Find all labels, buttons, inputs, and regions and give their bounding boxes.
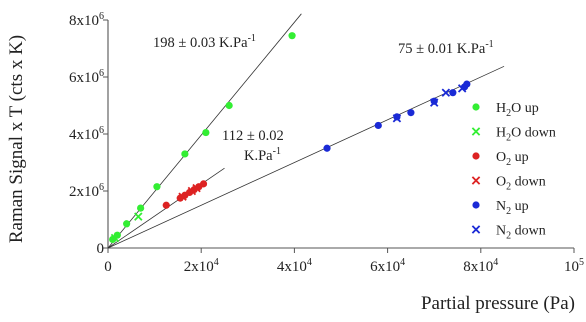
data-point — [441, 88, 451, 97]
data-point — [202, 128, 210, 137]
legend-label: H2O up — [496, 101, 539, 119]
legend-label: O2 down — [496, 175, 546, 193]
data-point — [457, 84, 467, 93]
data-point — [472, 201, 480, 209]
x-tick-label: 105 — [564, 257, 584, 275]
legend-label: O2 up — [496, 150, 529, 168]
axes: 0 2x104 4x104 6x104 8x104 105 0 2x106 4x106 6x106… — [69, 11, 584, 275]
x-tick-label: 6x104 — [370, 257, 405, 275]
data-point — [392, 114, 402, 123]
legend-label: N2 down — [496, 224, 546, 242]
data-point — [472, 103, 480, 111]
data-point — [471, 225, 481, 234]
data-point — [178, 192, 187, 201]
data-point — [471, 176, 481, 185]
data-point — [181, 150, 189, 158]
data-point — [449, 89, 457, 97]
legend-item: N2 down — [471, 224, 546, 242]
data-point — [288, 32, 296, 40]
data-point — [153, 183, 161, 191]
data-point — [162, 201, 170, 209]
data-point — [393, 113, 401, 121]
slope-annotation: K.Pa-1 — [244, 146, 281, 164]
legend: H2O up H2O down O2 up O2 down N2 up N2 down — [471, 101, 556, 242]
legend-item: N2 up — [472, 199, 529, 217]
fit-line — [107, 65, 505, 249]
y-tick-label: 6x106 — [69, 68, 104, 86]
x-axis-title: Partial pressure (Pa) — [421, 293, 575, 314]
y-tick-label: 0 — [97, 241, 105, 257]
data-point — [187, 186, 197, 196]
legend-label: H2O down — [496, 126, 556, 144]
y-tick-label: 2x106 — [69, 182, 104, 200]
data-point — [407, 109, 415, 117]
legend-item: H2O up — [472, 101, 539, 119]
data-point — [225, 101, 233, 110]
data-point — [192, 183, 201, 193]
data-point — [137, 204, 145, 212]
x-tick-label: 0 — [104, 259, 112, 275]
legend-label: N2 up — [496, 199, 529, 217]
slope-annotation: 198 ± 0.03 K.Pa-1 — [153, 33, 256, 51]
data-point — [110, 233, 120, 243]
data-point — [471, 127, 481, 136]
data-point — [199, 180, 208, 188]
legend-item: O2 up — [472, 150, 529, 168]
y-tick-label: 4x106 — [69, 125, 104, 143]
slope-annotation: 112 ± 0.02 — [222, 128, 284, 144]
data-points — [109, 32, 471, 244]
data-point — [472, 152, 480, 160]
data-point — [123, 220, 131, 228]
data-point — [374, 121, 382, 130]
data-point — [429, 98, 439, 107]
x-tick-label: 2x104 — [184, 257, 219, 275]
data-point — [134, 212, 143, 221]
data-point — [323, 144, 331, 152]
y-tick-label: 8x106 — [69, 11, 104, 29]
legend-item: H2O down — [471, 126, 556, 144]
data-point — [430, 97, 438, 105]
legend-item: O2 down — [471, 175, 546, 193]
x-tick-label: 4x104 — [277, 257, 312, 275]
y-axis-title: Raman Signal x T (cts x K) — [6, 35, 27, 243]
slope-annotation: 75 ± 0.01 K.Pa-1 — [398, 39, 494, 57]
x-tick-label: 8x104 — [463, 257, 498, 275]
slope-annotations: 198 ± 0.03 K.Pa-1 112 ± 0.02 K.Pa-1 75 ± 0.… — [153, 33, 494, 164]
